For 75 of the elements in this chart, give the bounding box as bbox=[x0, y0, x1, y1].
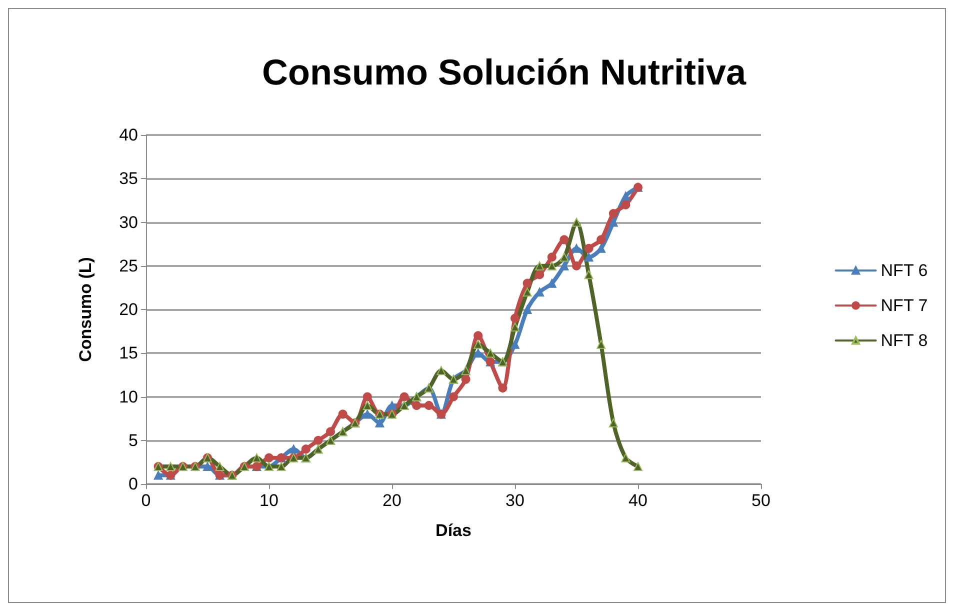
point bbox=[510, 322, 520, 332]
legend-label: NFT 8 bbox=[880, 331, 928, 350]
point bbox=[276, 462, 286, 472]
y-axis-title: Consumo (L) bbox=[76, 257, 95, 362]
point bbox=[436, 366, 446, 376]
point bbox=[362, 400, 372, 410]
x-tick-label: 10 bbox=[260, 491, 278, 510]
point bbox=[301, 444, 310, 454]
point bbox=[510, 340, 520, 349]
point bbox=[535, 261, 544, 270]
point bbox=[621, 453, 630, 462]
point bbox=[474, 340, 483, 349]
point bbox=[560, 235, 569, 244]
point bbox=[584, 252, 594, 262]
point bbox=[608, 209, 618, 218]
point bbox=[547, 252, 556, 262]
point bbox=[572, 244, 581, 253]
point bbox=[326, 427, 335, 436]
point bbox=[634, 462, 642, 472]
point bbox=[375, 418, 384, 428]
point bbox=[522, 278, 532, 288]
point bbox=[461, 374, 470, 384]
point bbox=[412, 400, 422, 410]
point bbox=[621, 192, 630, 201]
point bbox=[522, 305, 532, 314]
point bbox=[560, 261, 569, 270]
x-tick-label: 40 bbox=[628, 491, 648, 510]
y-tick-label: 40 bbox=[119, 126, 138, 144]
point bbox=[535, 270, 544, 280]
point bbox=[362, 410, 372, 419]
point bbox=[547, 261, 556, 270]
legend-label: NFT 6 bbox=[880, 261, 928, 280]
x-tick-label: 0 bbox=[141, 491, 151, 510]
y-tick-label: 5 bbox=[128, 430, 138, 450]
y-tick-label: 30 bbox=[119, 212, 138, 232]
legend-label: NFT 7 bbox=[880, 296, 928, 315]
point bbox=[608, 418, 618, 428]
point bbox=[560, 252, 569, 262]
point bbox=[154, 470, 163, 480]
point bbox=[596, 235, 606, 244]
point bbox=[338, 410, 348, 419]
point bbox=[449, 392, 458, 402]
y-tick-label: 35 bbox=[119, 169, 138, 188]
point bbox=[621, 200, 630, 210]
point bbox=[362, 392, 372, 402]
point bbox=[474, 331, 483, 340]
point bbox=[522, 288, 532, 297]
point bbox=[572, 261, 581, 270]
point bbox=[498, 384, 508, 393]
y-tick-label: 20 bbox=[119, 300, 138, 319]
point bbox=[510, 314, 520, 323]
point bbox=[215, 462, 224, 472]
point bbox=[264, 453, 274, 462]
y-tick-label: 0 bbox=[128, 474, 138, 494]
x-tick-label: 30 bbox=[506, 491, 524, 510]
point bbox=[203, 462, 212, 472]
point bbox=[166, 462, 176, 472]
point bbox=[596, 340, 606, 349]
point bbox=[572, 218, 581, 227]
point bbox=[314, 436, 323, 445]
chart-title: Consumo Solución Nutritiva bbox=[262, 52, 747, 92]
point bbox=[584, 270, 594, 280]
x-axis-title: Días bbox=[436, 521, 472, 540]
point bbox=[486, 348, 495, 358]
point bbox=[289, 444, 298, 454]
point bbox=[400, 392, 409, 402]
point bbox=[608, 218, 618, 227]
y-tick-label: 25 bbox=[119, 256, 138, 276]
x-tick-label: 20 bbox=[382, 491, 402, 510]
y-tick-label: 15 bbox=[119, 344, 138, 363]
x-tick-label: 50 bbox=[752, 491, 770, 510]
point bbox=[584, 244, 594, 253]
point bbox=[252, 453, 262, 462]
y-tick-label: 10 bbox=[119, 387, 138, 406]
point bbox=[424, 400, 434, 410]
